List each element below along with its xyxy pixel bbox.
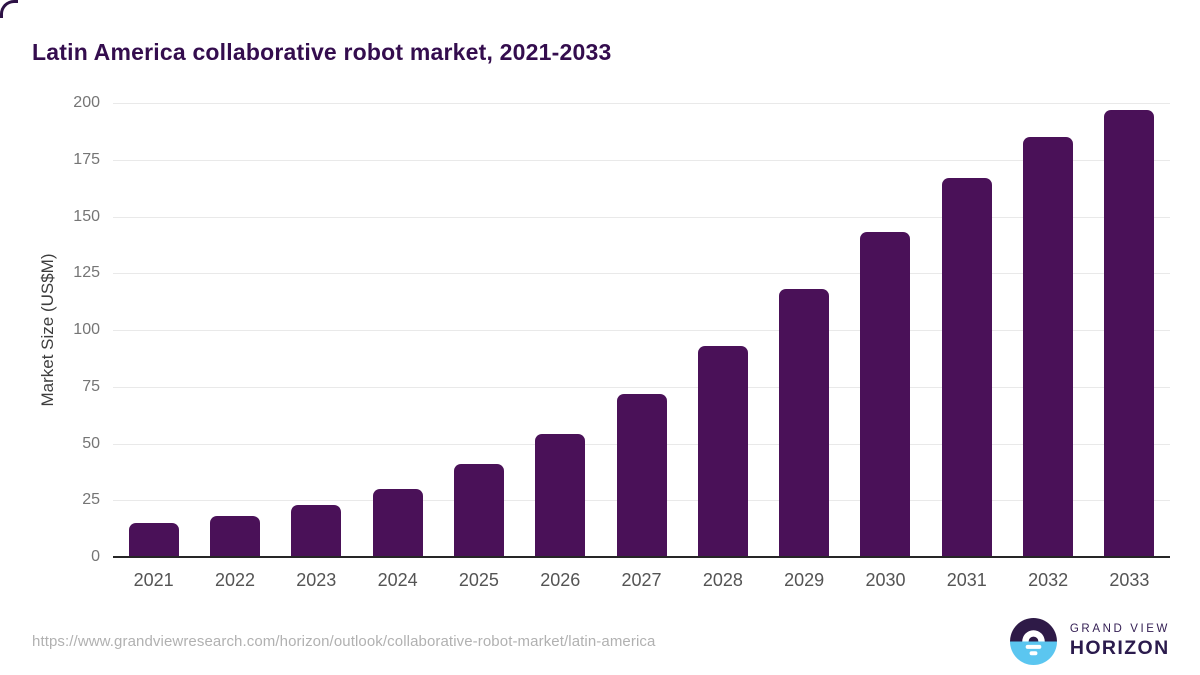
x-tick-label: 2031 <box>946 570 987 590</box>
bar-slot <box>357 103 438 557</box>
brand-name-horizon: HORIZON <box>1069 637 1170 659</box>
source-url: https://www.grandviewresearch.com/horizo… <box>32 633 656 650</box>
bar-slot <box>194 103 275 557</box>
x-tick-label: 2030 <box>865 570 906 590</box>
bar-2021 <box>128 522 179 557</box>
bar-slot <box>113 103 194 557</box>
bar-2029 <box>779 289 830 557</box>
gridline <box>113 103 1170 104</box>
x-tick-label: 2024 <box>377 570 418 590</box>
bar-slot <box>682 103 763 557</box>
bar-2032 <box>1023 137 1074 557</box>
bar-2027 <box>616 393 667 557</box>
gridline <box>113 330 1170 331</box>
bar-slot <box>926 103 1007 557</box>
x-tick-label: 2023 <box>296 570 337 590</box>
y-tick-label: 100 <box>73 321 100 338</box>
plot-area: 0 25 50 75 100 125 150 175 200 <box>73 94 1170 565</box>
y-tick-label: 0 <box>91 548 100 565</box>
x-tick-label: 2029 <box>784 570 825 590</box>
gridline <box>113 386 1170 388</box>
bar-slot <box>1089 103 1170 557</box>
y-tick-label: 125 <box>73 264 100 282</box>
y-tick-label: 50 <box>82 434 100 452</box>
x-tick-label: 2033 <box>1109 570 1150 590</box>
bar-slot <box>276 103 357 557</box>
chart-title: Latin America collaborative robot market… <box>32 39 612 66</box>
y-tick-label: 150 <box>73 207 100 225</box>
bar-slot <box>438 103 519 557</box>
x-tick-label: 2025 <box>458 570 499 590</box>
bars <box>113 103 1170 557</box>
x-labels: 2021 2022 2023 2024 2025 2026 2027 2028 2029 2030… <box>113 570 1170 591</box>
x-tick-label: 2032 <box>1028 570 1069 590</box>
bar-slot <box>1007 103 1088 557</box>
brand-logo: GRAND VIEW HORIZON <box>1009 618 1170 665</box>
x-tick-label: 2028 <box>702 570 743 590</box>
bar-2028 <box>697 345 748 557</box>
y-tick-label: 175 <box>73 150 100 168</box>
x-tick-label: 2026 <box>540 570 581 590</box>
gridline <box>113 273 1170 275</box>
x-axis-line <box>113 556 1170 558</box>
gridline <box>113 159 1170 161</box>
bar-slot <box>845 103 926 557</box>
bar-2025 <box>453 463 504 557</box>
card-corner-decoration <box>0 0 18 18</box>
gridline <box>113 216 1170 218</box>
x-tick-label: 2027 <box>621 570 662 590</box>
y-axis-title-text: Market Size (US$M) <box>38 253 57 407</box>
bar-2023 <box>291 504 342 557</box>
bar-2033 <box>1104 109 1155 557</box>
brand-name-grand-view: GRAND VIEW <box>1069 623 1170 635</box>
bar-2022 <box>209 516 260 557</box>
brand-text: GRAND VIEW HORIZON <box>1070 623 1170 660</box>
bar-2024 <box>372 488 423 557</box>
bar-2030 <box>860 232 911 557</box>
bar-slot <box>764 103 845 557</box>
bar-2031 <box>941 177 992 557</box>
horizon-logo-icon <box>1009 618 1057 665</box>
y-tick-label: 25 <box>82 491 100 509</box>
y-tick-label: 200 <box>73 94 100 111</box>
bar-slot <box>520 103 601 557</box>
bar-slot <box>601 103 682 557</box>
x-tick-label: 2021 <box>133 570 174 590</box>
x-tick-label: 2022 <box>214 570 255 590</box>
bar-2026 <box>535 434 586 557</box>
y-tick-label: 75 <box>82 377 100 395</box>
